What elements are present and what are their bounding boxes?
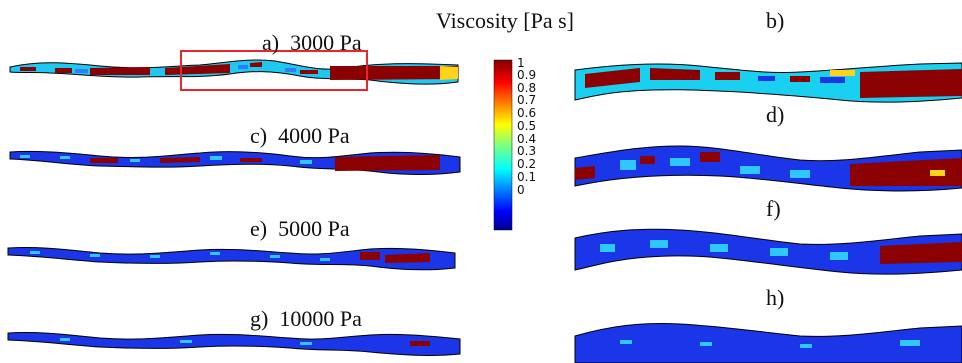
colorbar-tick: 0.3 bbox=[517, 144, 537, 158]
strip-c bbox=[9, 150, 461, 176]
colorbar-tick: 0.5 bbox=[517, 119, 537, 133]
colorbar-tick: 0.9 bbox=[517, 68, 537, 82]
colorbar bbox=[493, 59, 513, 231]
strip-h bbox=[574, 323, 962, 363]
strip-f bbox=[574, 228, 962, 275]
panel-label-f: f) bbox=[766, 196, 781, 221]
strip-d bbox=[574, 145, 962, 192]
colorbar-tick: 0.4 bbox=[517, 132, 537, 146]
colorbar-title: Viscosity [Pa s] bbox=[436, 8, 575, 33]
colorbar-tick: 0.1 bbox=[517, 170, 537, 184]
panel-label-h: h) bbox=[766, 285, 785, 310]
panel-label-e: e) 5000 Pa bbox=[250, 216, 350, 241]
strip-b bbox=[574, 62, 962, 103]
strip-e bbox=[7, 246, 456, 271]
panel-label-b: b) bbox=[766, 8, 785, 33]
colorbar-tick: 0.7 bbox=[517, 93, 537, 107]
panel-label-c: c) 4000 Pa bbox=[250, 123, 350, 148]
colorbar-tick: 0.8 bbox=[517, 81, 537, 95]
colorbar-tick: 1 bbox=[517, 56, 525, 70]
strip-a bbox=[9, 59, 459, 85]
zoom-box bbox=[180, 50, 368, 91]
colorbar-tick: 0.2 bbox=[517, 157, 537, 171]
panel-label-g: g) 10000 Pa bbox=[250, 306, 362, 331]
strip-g bbox=[7, 331, 461, 356]
colorbar-tick: 0 bbox=[517, 183, 525, 197]
panel-label-d: d) bbox=[766, 102, 785, 127]
colorbar-tick: 0.6 bbox=[517, 106, 537, 120]
panel-label-a: a) 3000 Pa bbox=[262, 30, 362, 55]
